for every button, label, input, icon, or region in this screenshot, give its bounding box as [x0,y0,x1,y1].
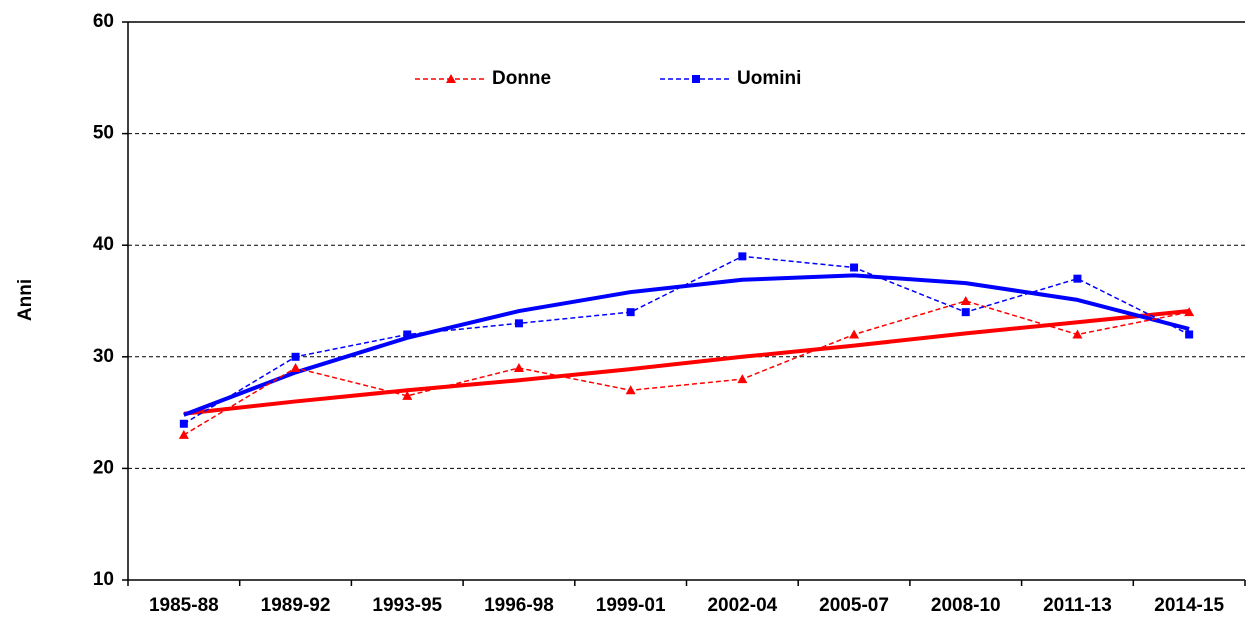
x-tick-label: 1985-88 [149,595,219,616]
marker [961,308,970,317]
marker [291,352,300,361]
marker [1073,274,1082,283]
y-axis-label: Anni [15,279,36,321]
marker [513,362,524,372]
x-tick-label: 1993-95 [372,595,442,616]
marker [403,330,412,339]
x-tick-label: 2008-10 [931,595,1001,616]
marker [402,390,413,400]
y-tick-label: 50 [93,123,114,144]
marker [737,374,748,384]
marker [849,329,860,339]
marker [738,252,747,261]
series-line [183,255,1190,425]
marker [178,429,189,439]
y-tick-label: 20 [93,457,114,478]
legend-label: Uomini [737,68,801,89]
marker [514,319,523,328]
marker [1185,330,1194,339]
y-tick-label: 40 [93,234,114,255]
y-tick-label: 10 [93,569,114,590]
x-tick-label: 2002-04 [707,595,777,616]
legend-label: Donne [492,68,551,89]
marker [960,296,971,305]
marker [626,308,635,317]
marker [850,263,859,272]
legend-marker [446,74,456,83]
legend-marker [692,75,700,83]
x-tick-label: 2011-13 [1043,595,1112,616]
y-tick-label: 60 [93,11,114,32]
x-tick-label: 2005-07 [819,595,889,616]
y-tick-label: 30 [93,346,114,367]
x-tick-label: 1989-92 [261,595,331,616]
x-tick-label: 2014-15 [1154,595,1224,616]
marker [290,362,301,372]
x-tick-label: 1999-01 [596,595,666,616]
series-line [183,300,1190,436]
trend-line [183,273,1190,417]
marker [625,385,636,395]
marker [179,419,188,428]
x-tick-label: 1996-98 [484,595,554,616]
marker [1184,307,1195,317]
marker [1072,329,1083,339]
trend-line [183,309,1190,416]
